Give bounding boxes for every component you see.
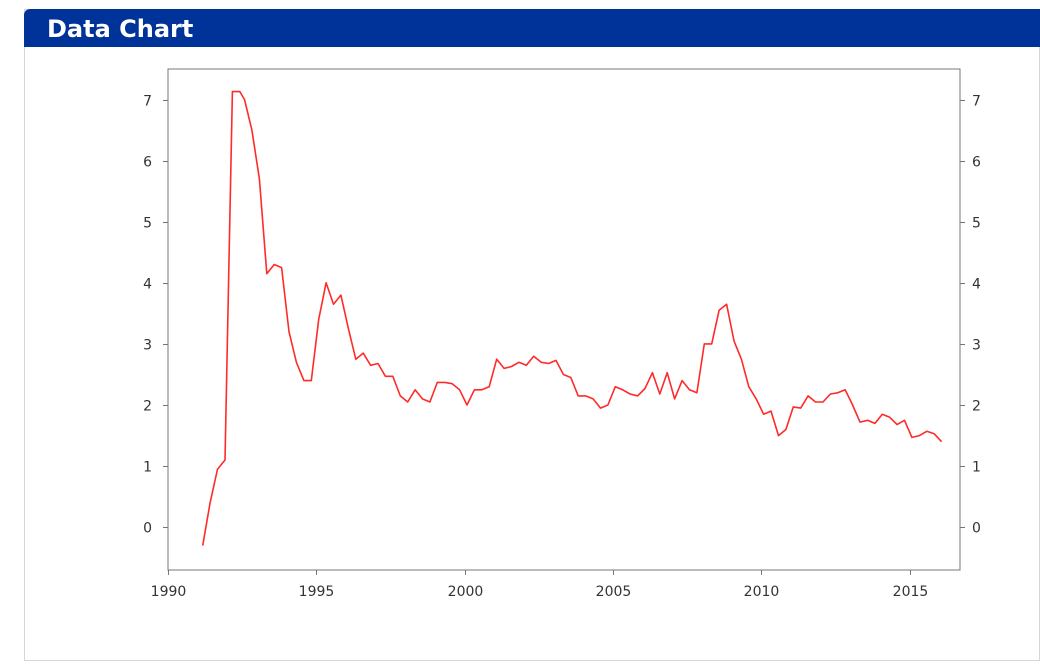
y-tick-label-left: 0: [143, 521, 152, 537]
y-tick-label-left: 7: [143, 94, 152, 110]
x-tick-label: 2010: [744, 584, 780, 600]
x-tick-label: 1995: [299, 584, 335, 600]
series-line-0: [201, 90, 943, 546]
y-tick-label-left: 3: [143, 338, 152, 354]
y-tick-label-right: 3: [972, 338, 981, 354]
x-tick-label: 2015: [893, 584, 929, 600]
chart-axes: [163, 68, 965, 575]
panel-header: Data Chart: [24, 9, 1040, 47]
y-tick-label-left: 5: [143, 216, 152, 232]
y-tick-label-left: 6: [143, 155, 152, 171]
chart-series: [201, 90, 943, 546]
y-tick-label-left: 4: [143, 277, 152, 293]
y-tick-label-right: 2: [972, 399, 981, 415]
panel-title: Data Chart: [47, 15, 194, 43]
y-tick-label-left: 1: [143, 460, 152, 476]
x-tick-label: 2005: [596, 584, 632, 600]
y-tick-label-right: 1: [972, 460, 981, 476]
y-tick-label-right: 4: [972, 277, 981, 293]
y-tick-label-left: 2: [143, 399, 152, 415]
plot-frame: [167, 68, 961, 571]
y-tick-label-right: 0: [972, 521, 981, 537]
x-tick-label: 2000: [448, 584, 484, 600]
x-tick-label: 1990: [151, 584, 187, 600]
y-tick-label-right: 7: [972, 94, 981, 110]
y-tick-label-right: 6: [972, 155, 981, 171]
chart-tick-labels: 1990 1995 2000 2005 2010 2015 0 0 1 1 2 2 3 3 4 4 5 5 6 6 7 7: [143, 94, 981, 601]
y-tick-label-right: 5: [972, 216, 981, 232]
